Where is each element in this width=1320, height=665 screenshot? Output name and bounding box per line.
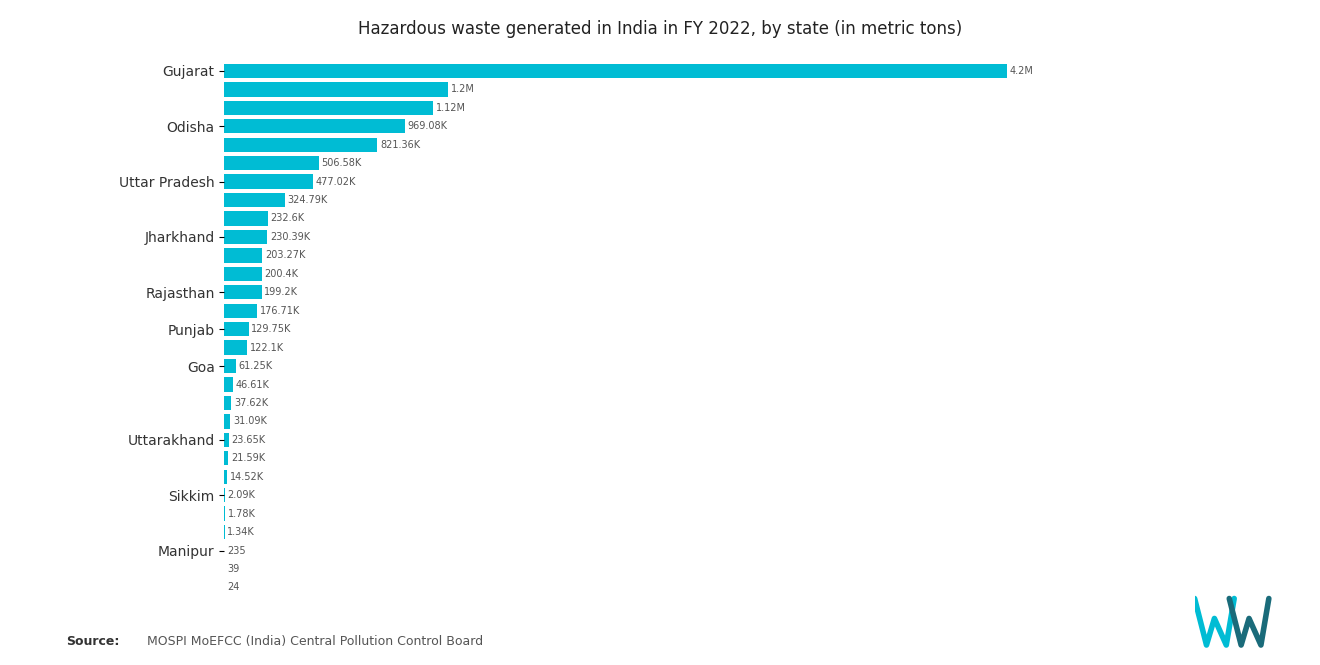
Bar [224, 469, 227, 484]
Bar [224, 229, 268, 244]
Bar [224, 64, 1007, 78]
Text: 24: 24 [227, 583, 239, 593]
Bar [224, 138, 378, 152]
Text: 969.08K: 969.08K [408, 121, 447, 131]
Bar [224, 82, 447, 96]
Bar [224, 211, 268, 225]
Text: 199.2K: 199.2K [264, 287, 298, 297]
Bar [224, 322, 248, 336]
Bar [224, 119, 405, 134]
Bar [224, 248, 263, 263]
Text: 176.71K: 176.71K [260, 306, 301, 316]
Text: 122.1K: 122.1K [249, 342, 284, 352]
Text: 4.2M: 4.2M [1010, 66, 1034, 76]
Text: 230.39K: 230.39K [271, 232, 310, 242]
Text: 23.65K: 23.65K [231, 435, 265, 445]
Text: 61.25K: 61.25K [239, 361, 273, 371]
Bar [224, 433, 228, 447]
Bar [224, 377, 234, 392]
Text: 1.34K: 1.34K [227, 527, 255, 537]
Bar [224, 451, 228, 465]
Bar [224, 396, 231, 410]
Text: 506.58K: 506.58K [322, 158, 362, 168]
Text: 31.09K: 31.09K [232, 416, 267, 426]
Bar [224, 414, 230, 429]
Text: Hazardous waste generated in India in FY 2022, by state (in metric tons): Hazardous waste generated in India in FY… [358, 20, 962, 38]
Text: 129.75K: 129.75K [251, 324, 292, 334]
Text: 21.59K: 21.59K [231, 454, 265, 464]
Text: 477.02K: 477.02K [315, 177, 356, 187]
Text: 235: 235 [227, 545, 246, 555]
Bar [224, 174, 313, 189]
Text: 203.27K: 203.27K [265, 251, 305, 261]
Text: 200.4K: 200.4K [264, 269, 298, 279]
Bar [224, 100, 433, 115]
Text: 2.09K: 2.09K [227, 490, 256, 500]
Text: 39: 39 [227, 564, 239, 574]
Bar [224, 193, 285, 207]
Text: 821.36K: 821.36K [380, 140, 420, 150]
Text: MOSPI MoEFCC (India) Central Pollution Control Board: MOSPI MoEFCC (India) Central Pollution C… [139, 635, 483, 648]
Bar [224, 285, 261, 299]
Text: 14.52K: 14.52K [230, 471, 264, 481]
Bar [224, 303, 257, 318]
Text: Source:: Source: [66, 635, 119, 648]
Text: 37.62K: 37.62K [234, 398, 268, 408]
Text: 1.12M: 1.12M [436, 103, 466, 113]
Bar [224, 267, 261, 281]
Text: 232.6K: 232.6K [271, 213, 305, 223]
Bar [224, 359, 236, 373]
Text: 46.61K: 46.61K [236, 380, 269, 390]
Text: 1.2M: 1.2M [450, 84, 475, 94]
Text: 324.79K: 324.79K [288, 195, 327, 205]
Bar [224, 156, 318, 170]
Text: 1.78K: 1.78K [227, 509, 255, 519]
Bar [224, 340, 247, 355]
